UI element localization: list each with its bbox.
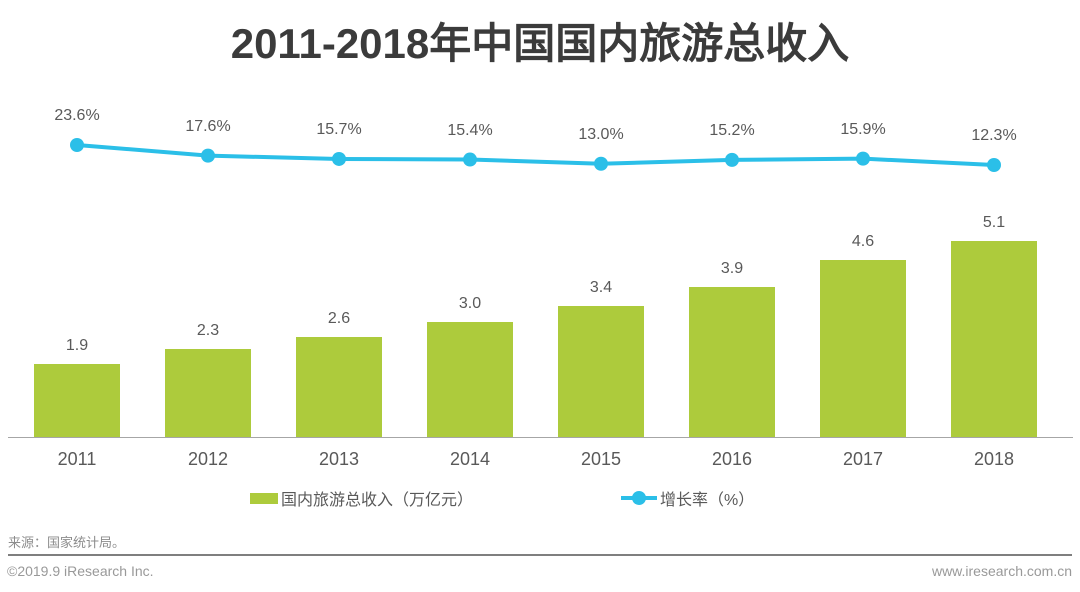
x-axis-label: 2015 <box>580 449 622 469</box>
x-axis-label: 2014 <box>449 449 491 469</box>
legend-growth-label: 增长率（%） <box>660 492 755 509</box>
bar <box>820 260 906 437</box>
line-value-label: 23.6% <box>54 107 100 124</box>
growth-line <box>76 143 995 167</box>
bar-value-label: 3.0 <box>458 294 482 312</box>
bar <box>427 321 513 437</box>
x-axis-label: 2012 <box>187 449 229 469</box>
line-dot <box>201 148 215 163</box>
line-value-label: 13.0% <box>578 125 624 143</box>
bar <box>165 348 251 437</box>
line-value-label: 15.2% <box>709 121 755 139</box>
source-note: 来源：国家统计局。 <box>8 535 126 550</box>
line-value-label: 15.7% <box>316 120 362 138</box>
x-axis-label: 2017 <box>842 449 884 469</box>
line-dot <box>463 152 477 167</box>
bar-value-label: 1.9 <box>65 337 89 355</box>
line-dot <box>594 156 608 171</box>
website-text: www.iresearch.com.cn <box>931 563 1072 579</box>
page-title: 2011-2018年中国国内旅游总收入 <box>230 20 850 67</box>
legend-revenue-label: 国内旅游总收入（万亿元） <box>281 492 474 509</box>
legend-item-revenue: 国内旅游总收入（万亿元） <box>250 486 473 510</box>
bar <box>296 337 382 437</box>
chart-legend: 国内旅游总收入（万亿元） 增长率（%） <box>250 486 754 510</box>
bar <box>558 306 644 437</box>
legend-item-growth: 增长率（%） <box>621 486 754 510</box>
line-value-label: 17.6% <box>185 117 231 135</box>
copyright-text: ©2019.9 iResearch Inc. <box>7 563 154 579</box>
bar <box>34 364 120 437</box>
bar <box>951 241 1037 437</box>
bar-value-label: 2.6 <box>327 310 351 328</box>
bar-value-label: 4.6 <box>851 233 875 251</box>
line-dot <box>987 158 1001 173</box>
line-value-label: 12.3% <box>971 127 1017 144</box>
line-dot <box>70 138 84 152</box>
bar-value-label: 5.1 <box>982 214 1006 232</box>
line-dot <box>725 152 739 167</box>
x-axis-label: 2016 <box>711 449 753 469</box>
x-axis-label: 2018 <box>973 449 1015 469</box>
bar-value-label: 3.9 <box>720 260 744 278</box>
line-value-label: 15.4% <box>447 121 493 139</box>
x-axis-line <box>8 437 1073 438</box>
footer-divider <box>8 554 1072 556</box>
line-legend-marker-icon <box>621 490 658 506</box>
bar <box>689 287 775 437</box>
x-axis-label: 2013 <box>318 449 360 469</box>
line-dot <box>332 151 346 166</box>
line-dot <box>856 151 870 166</box>
bar-value-label: 3.4 <box>589 279 613 297</box>
x-axis-label: 2011 <box>57 449 97 469</box>
bar-legend-swatch-icon <box>250 492 278 504</box>
line-value-label: 15.9% <box>840 120 886 138</box>
bar-value-label: 2.3 <box>196 321 220 339</box>
